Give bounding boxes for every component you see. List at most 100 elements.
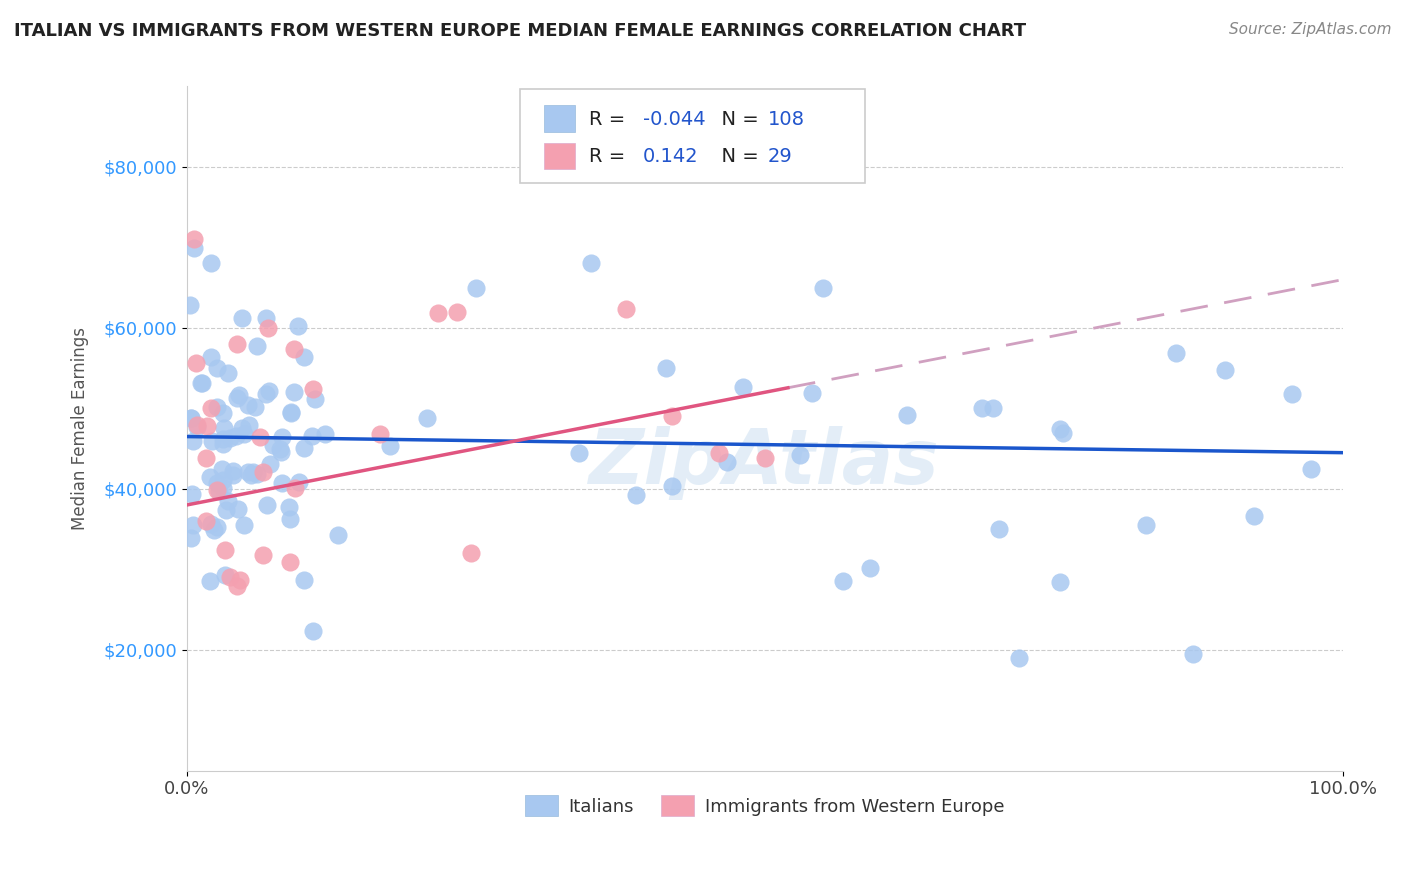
Point <box>1052 426 1074 441</box>
Point <box>464 280 486 294</box>
Point <box>292 573 315 587</box>
Point <box>581 256 603 270</box>
Point <box>228 573 250 587</box>
Point <box>226 502 249 516</box>
Text: N =: N = <box>709 147 765 166</box>
Point <box>801 385 824 400</box>
Point <box>212 481 235 495</box>
Point <box>1181 647 1204 661</box>
Point <box>1243 508 1265 523</box>
Point <box>212 437 235 451</box>
Point <box>270 476 292 491</box>
Point <box>195 451 218 466</box>
Point <box>252 465 274 479</box>
Point <box>254 387 277 401</box>
Point <box>222 467 245 482</box>
Text: -0.044: -0.044 <box>643 110 706 128</box>
Point <box>654 360 676 375</box>
Text: ITALIAN VS IMMIGRANTS FROM WESTERN EUROPE MEDIAN FEMALE EARNINGS CORRELATION CHA: ITALIAN VS IMMIGRANTS FROM WESTERN EUROP… <box>14 22 1026 40</box>
Point <box>211 462 233 476</box>
Point <box>238 417 260 432</box>
Point <box>207 476 229 491</box>
Point <box>246 339 269 353</box>
Point <box>614 301 637 316</box>
Point <box>301 429 323 443</box>
Point <box>180 486 202 500</box>
Point <box>568 446 591 460</box>
Point <box>988 522 1011 536</box>
Point <box>278 555 301 569</box>
Point <box>200 574 222 588</box>
Point <box>624 488 647 502</box>
Point <box>239 467 262 482</box>
Point <box>219 570 242 584</box>
Point <box>183 241 205 255</box>
Point <box>181 518 204 533</box>
Point <box>186 420 208 434</box>
Point <box>789 448 811 462</box>
Point <box>212 432 235 446</box>
Point <box>214 542 236 557</box>
Point <box>228 388 250 402</box>
Point <box>207 401 229 415</box>
Point <box>811 280 834 294</box>
Point <box>1213 362 1236 376</box>
Point <box>754 450 776 465</box>
Point <box>277 500 299 515</box>
Point <box>202 524 225 538</box>
Point <box>280 405 302 419</box>
Point <box>302 383 325 397</box>
Point <box>231 421 253 435</box>
Point <box>896 409 918 423</box>
Point <box>211 406 233 420</box>
Point <box>270 445 292 459</box>
Point <box>280 406 302 420</box>
Point <box>200 516 222 531</box>
Point <box>1008 651 1031 665</box>
Point <box>661 478 683 492</box>
Point <box>292 441 315 455</box>
Point <box>222 464 245 478</box>
Point <box>1299 462 1322 476</box>
Point <box>460 546 482 560</box>
Point <box>200 470 222 484</box>
Point <box>661 409 683 423</box>
Point <box>1281 387 1303 401</box>
Point <box>256 321 278 335</box>
Point <box>280 512 302 526</box>
Point <box>181 434 204 448</box>
Point <box>288 475 311 489</box>
Point <box>1049 422 1071 436</box>
Point <box>217 366 239 380</box>
Point <box>256 498 278 512</box>
Point <box>284 481 307 495</box>
Point <box>328 528 350 542</box>
Point <box>212 473 235 487</box>
Point <box>981 401 1004 415</box>
Text: 29: 29 <box>768 147 793 166</box>
Text: ZipAtlas: ZipAtlas <box>589 425 941 500</box>
Point <box>283 385 305 400</box>
Point <box>269 442 291 457</box>
Point <box>1049 574 1071 589</box>
Point <box>205 360 228 375</box>
Point <box>212 421 235 435</box>
Point <box>190 376 212 390</box>
Point <box>707 446 730 460</box>
Point <box>733 379 755 393</box>
Text: R =: R = <box>589 147 638 166</box>
Point <box>446 305 468 319</box>
Point <box>200 255 222 269</box>
Point <box>191 376 214 390</box>
Point <box>314 426 336 441</box>
Point <box>292 350 315 364</box>
Point <box>208 484 231 499</box>
Text: R =: R = <box>589 110 631 128</box>
Point <box>859 561 882 575</box>
Point <box>195 514 218 528</box>
Point <box>200 401 222 415</box>
Point <box>287 318 309 333</box>
Point <box>716 455 738 469</box>
Point <box>217 494 239 508</box>
Point <box>218 431 240 445</box>
